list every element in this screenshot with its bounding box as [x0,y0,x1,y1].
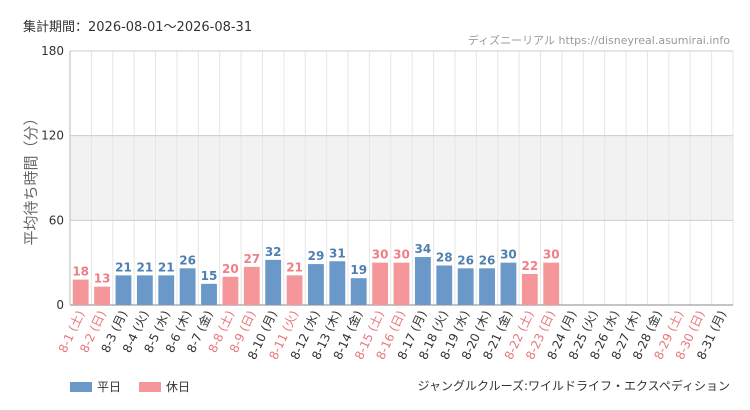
bar [436,265,453,305]
bar-value-label: 28 [436,250,453,264]
bar-value-label: 19 [350,263,367,277]
bar-value-label: 30 [372,248,389,262]
bar [479,268,495,305]
bar [158,275,175,305]
bar-value-label: 26 [479,253,496,267]
bar-value-label: 15 [201,269,218,283]
bar [115,275,132,305]
bar-value-label: 21 [137,260,154,274]
weekday-swatch [70,381,92,392]
bar [286,275,303,305]
bar [350,278,367,305]
bar-value-label: 21 [286,260,303,274]
bar-value-label: 30 [393,248,410,262]
bar-value-label: 29 [308,249,325,263]
bar [201,283,217,305]
bar [94,286,110,305]
bar-value-label: 32 [265,245,282,259]
bar [543,262,560,305]
legend-item-holiday: 休日 [139,378,190,395]
y-tick-label: 120 [41,129,64,143]
bar-value-label: 31 [329,246,346,260]
bar-value-label: 27 [243,252,260,266]
shaded-band [70,135,733,221]
y-tick-label: 60 [49,213,64,227]
bar-value-label: 20 [222,262,239,276]
holiday-swatch [139,381,162,392]
y-tick-label: 0 [56,298,64,312]
bar [414,257,431,305]
attraction-name: ジャングルクルーズ:ワイルドライフ・エクスペディション [417,379,730,393]
bar-value-label: 30 [543,248,560,262]
legend-weekday-label: 平日 [97,380,122,394]
bar [243,266,260,305]
bar-value-label: 34 [415,242,432,256]
bar [308,264,324,305]
bar [179,268,196,305]
bar-value-label: 21 [158,260,175,274]
bar [372,262,389,305]
bar [500,262,517,305]
bar [521,273,538,305]
bar [329,261,346,305]
bar-value-label: 26 [179,253,196,267]
bar [393,262,410,305]
bar-value-label: 22 [521,259,538,273]
legend-item-weekday: 平日 [70,378,121,395]
aggregation-period: 集計期間：2026-08-01〜2026-08-31 [23,20,253,35]
chart-legend: 平日 休日 [70,378,208,395]
y-axis-label: 平均待ち時間（分） [22,110,40,245]
bar-value-label: 30 [500,248,517,262]
bar-value-label: 21 [115,260,132,274]
y-tick-label: 180 [41,44,64,58]
bar [222,276,239,305]
site-credit: ディズニーリアル https://disneyreal.asumirai.inf… [467,34,730,47]
bar [72,279,89,305]
bar-value-label: 13 [94,272,111,286]
bar-value-label: 18 [72,265,89,279]
bar-value-label: 26 [457,253,474,267]
bar [265,259,282,305]
bar [457,268,474,305]
legend-holiday-label: 休日 [166,380,191,394]
bar [136,275,153,305]
